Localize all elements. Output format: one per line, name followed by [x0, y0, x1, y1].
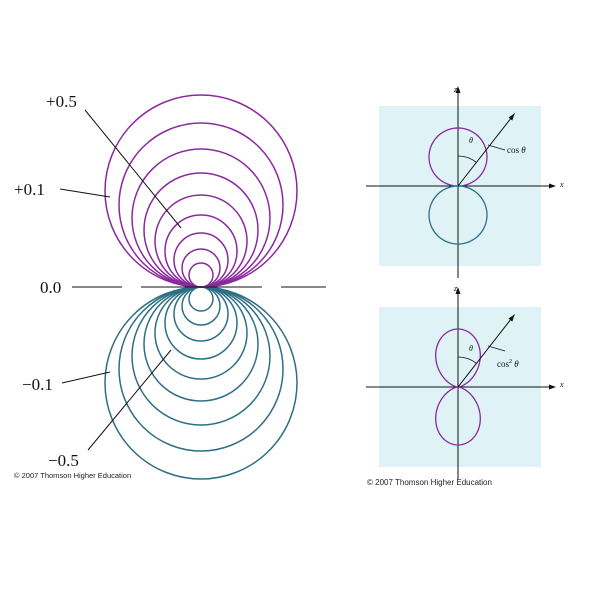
- label-minus-0-5: −0.5: [48, 451, 79, 470]
- z-axis-label-top: z: [454, 85, 458, 94]
- polar-top-radial-arrowhead: [508, 113, 515, 121]
- polar-bottom-z-arrowhead: [455, 287, 461, 294]
- negative-contour-1: [188, 286, 214, 312]
- theta-label-top: θ: [469, 136, 473, 145]
- positive-contour-9: [104, 94, 298, 288]
- leader-plus-0-1: [59, 188, 111, 198]
- label-zero: 0.0: [40, 278, 62, 297]
- positive-contour-5: [154, 194, 248, 288]
- polar-top-x-arrowhead: [549, 183, 556, 189]
- leader-plus-0-5: [84, 109, 182, 229]
- negative-contour-5: [154, 286, 248, 380]
- label-plus-0-1: +0.1: [14, 180, 45, 199]
- positive-contour-7: [131, 148, 271, 288]
- polar-bottom-radial-arrow: [457, 314, 516, 388]
- polar-bottom-x-arrowhead: [549, 384, 556, 390]
- negative-contour-6: [143, 286, 259, 402]
- leader-minus-0-1: [61, 371, 111, 384]
- polar-top-lower-lobe: [428, 185, 488, 245]
- polar-bottom-curve-leader: [487, 345, 506, 352]
- curve-var-bottom: θ: [514, 359, 519, 369]
- polar-bottom-radial-arrowhead: [508, 314, 515, 322]
- dipole-contour-plot: [59, 94, 326, 480]
- x-axis-label-bottom: x: [560, 380, 564, 389]
- curve-label-cos: cos θ: [507, 145, 526, 155]
- copyright-left: © 2007 Thomson Higher Education: [14, 471, 132, 480]
- theta-label-bottom: θ: [469, 344, 473, 353]
- positive-contour-3: [173, 232, 229, 288]
- curve-label-cos-squared: cos2 θ: [497, 359, 519, 369]
- polar-top-z-arrowhead: [455, 86, 461, 93]
- positive-contour-2: [181, 248, 221, 288]
- curve-power-bottom: 2: [509, 359, 512, 365]
- polar-bottom-theta-arc: [457, 356, 477, 364]
- negative-contour-9: [104, 286, 298, 480]
- polar-plot-cos-squared: [366, 287, 556, 479]
- polar-top-curve-leader: [487, 144, 506, 151]
- curve-fn-bottom: cos: [497, 359, 509, 369]
- negative-contour-2: [181, 286, 221, 326]
- x-axis-label-top: x: [560, 180, 564, 189]
- label-plus-0-5: +0.5: [46, 92, 77, 111]
- label-minus-0-1: −0.1: [22, 375, 53, 394]
- polar-bottom-lower-lobe: [435, 386, 481, 446]
- z-axis-label-bottom: z: [454, 284, 458, 293]
- copyright-right: © 2007 Thomson Higher Education: [367, 478, 492, 487]
- leader-minus-0-5: [87, 349, 172, 451]
- polar-top-radial-arrow: [457, 113, 516, 187]
- positive-contour-6: [143, 172, 259, 288]
- negative-contour-3: [173, 286, 229, 342]
- negative-contour-7: [131, 286, 271, 426]
- polar-top-theta-arc: [457, 155, 477, 163]
- positive-contour-1: [188, 262, 214, 288]
- polar-plot-cos: [366, 86, 556, 278]
- curve-var-top: θ: [521, 145, 526, 155]
- curve-fn-top: cos: [507, 145, 519, 155]
